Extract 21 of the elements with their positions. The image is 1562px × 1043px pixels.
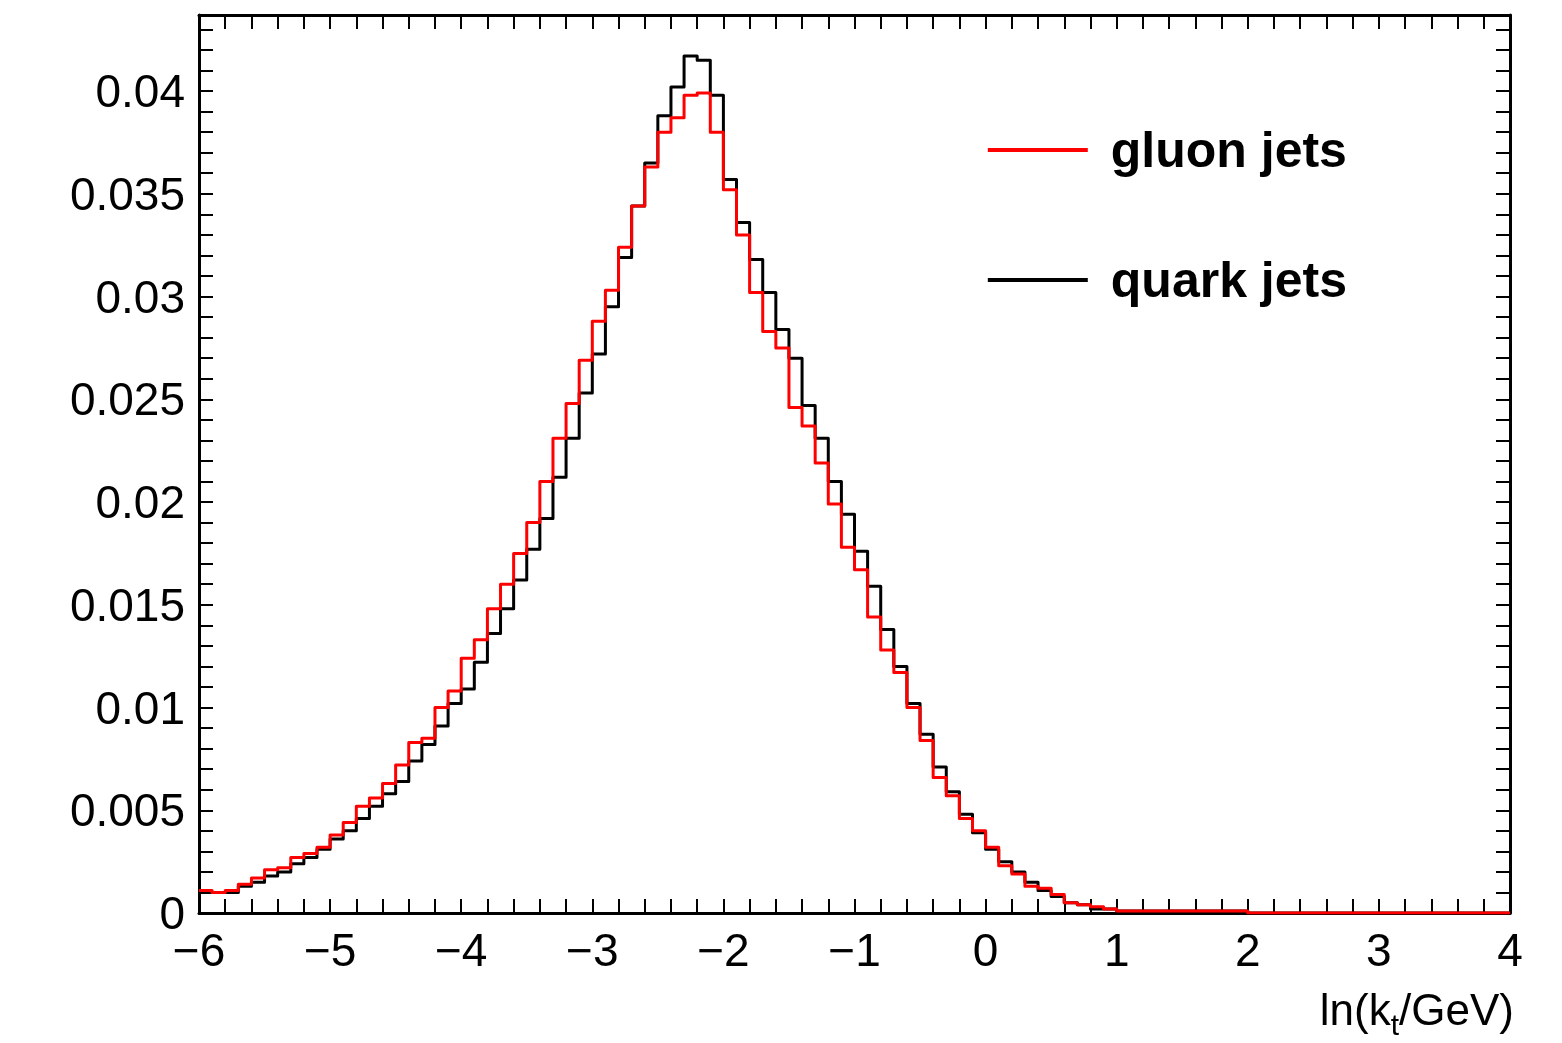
y-tick-label: 0.025 [69, 373, 185, 426]
x-axis-title: ln(k$_{t}$/GeV) [1319, 985, 1514, 1042]
x-tick-label: 2 [1235, 924, 1261, 976]
x-tick-label: −2 [697, 924, 750, 976]
y-tick-label: 0.02 [95, 476, 185, 529]
y-tick-label: 0.035 [69, 167, 185, 220]
x-tick-label: −1 [828, 924, 881, 976]
y-tick-label: 0.04 [95, 65, 185, 118]
x-tick-label: −4 [434, 924, 488, 976]
y-tick-label: 0.03 [95, 270, 185, 323]
legend-label: quark jets [1110, 252, 1348, 308]
x-tick-label: −3 [566, 924, 619, 976]
x-tick-label: 1 [1103, 924, 1130, 976]
y-tick-label: 0.01 [95, 681, 185, 734]
y-tick-label: 0.015 [69, 578, 185, 631]
legend-label: gluon jets [1110, 122, 1347, 178]
x-tick-label: −5 [303, 924, 357, 976]
x-tick-label: 4 [1497, 924, 1523, 976]
x-tick-label: 0 [972, 924, 999, 976]
x-tick-label: 3 [1366, 924, 1392, 976]
y-tick-label: 0.005 [69, 784, 185, 837]
